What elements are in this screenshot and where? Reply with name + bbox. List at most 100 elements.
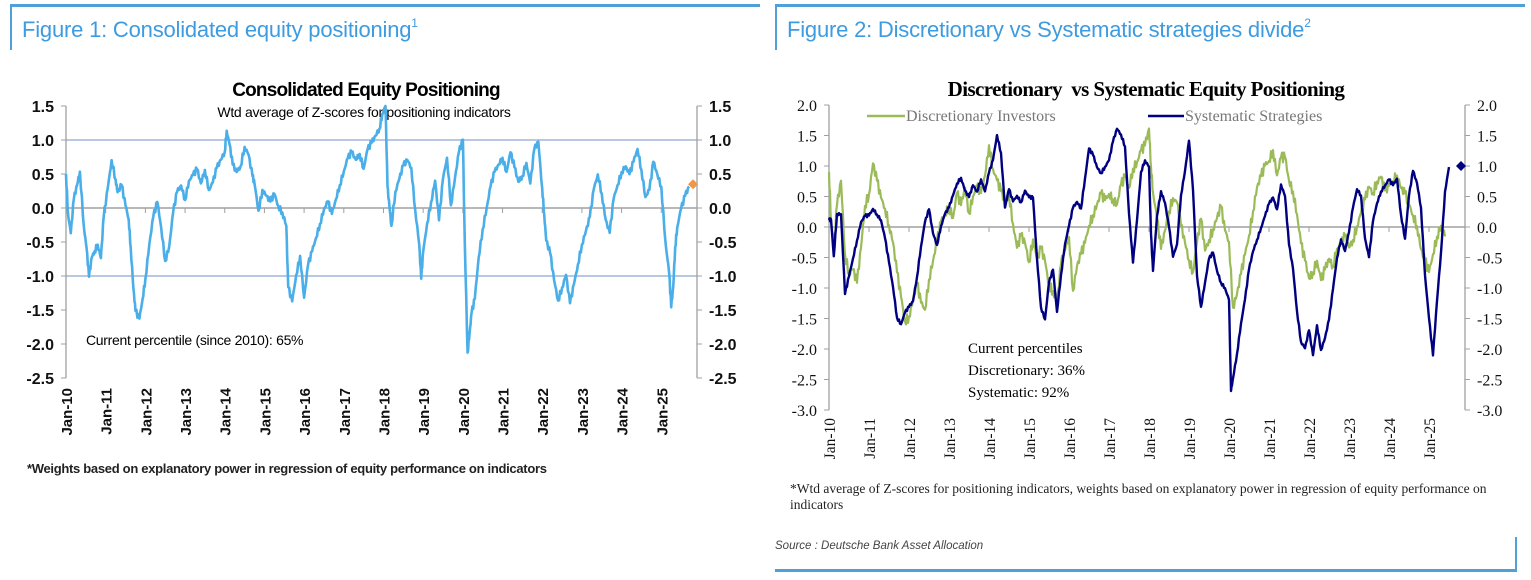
x-tick-label: Jan-25 [654,388,671,436]
annotation-line-2: Discretionary: 36% [968,363,1085,379]
figure-1-top-rule [10,4,760,7]
figure-1-panel: Figure 1: Consolidated equity positionin… [0,0,760,580]
y-tick-label-right: -0.5 [709,235,737,252]
chart-1-percentile-annotation: Current percentile (since 2010): 65% [86,332,303,348]
x-tick-label: Jan-16 [1062,418,1079,460]
source-note: Source : Deutsche Bank Asset Allocation [775,540,984,552]
y-tick-label-left: 2.0 [797,98,817,115]
annotation-line-1: Current percentiles [968,341,1083,357]
x-tick-label: Jan-21 [496,388,513,436]
y-tick-label-right: -1.5 [709,303,737,320]
figure-1-heading-text: Figure 1: Consolidated equity positionin… [22,17,412,42]
y-tick-label-left: 0.5 [32,167,54,184]
figure-2-bottom-rule [775,569,1517,572]
figure-1-footnote: *Weights based on explanatory power in r… [27,461,547,476]
chart-consolidated-positioning: Consolidated Equity Positioning Wtd aver… [26,80,737,436]
y-tick-label-left: -2.5 [792,373,817,390]
figure-2-footnote: *Wtd average of Z-scores for positioning… [790,481,1487,512]
figure-2-left-rule [775,4,777,50]
x-tick-label: Jan-14 [218,387,235,435]
annotation-line-3: Systematic: 92% [968,385,1069,401]
chart-2-title: Discretionary vs Systematic Equity Posit… [948,77,1346,101]
figure-1-heading: Figure 1: Consolidated equity positionin… [22,16,418,43]
x-tick-label: Jan-16 [297,388,314,436]
x-tick-label: Jan-15 [1022,418,1039,460]
y-tick-label-right: 0.5 [1477,190,1497,207]
legend-label-discretionary: Discretionary Investors [906,108,1056,125]
figure-2-top-rule [775,4,1525,7]
y-tick-label-right: -2.0 [709,337,737,354]
y-tick-label-right: -1.0 [709,269,737,286]
x-tick-label: Jan-14 [982,418,999,460]
x-tick-label: Jan-10 [59,388,76,436]
x-tick-label: Jan-15 [257,388,274,436]
chart-discretionary-vs-systematic: Discretionary vs Systematic Equity Posit… [792,77,1503,460]
x-tick-label: Jan-12 [138,388,155,436]
latest-value-marker [688,179,699,190]
figure-2-panel: Figure 2: Discretionary vs Systematic st… [770,0,1531,580]
series-line-systematic-strategies [827,127,1451,393]
y-tick-label-left: -2.0 [26,337,54,354]
chart-2-legend: Discretionary Investors Systematic Strat… [867,108,1322,125]
y-tick-label-right: -2.5 [709,371,737,388]
y-tick-label-right: 0.0 [1477,220,1497,237]
x-tick-label: Jan-17 [337,388,354,436]
y-tick-label-left: -1.5 [792,312,817,329]
x-tick-label: Jan-17 [1102,418,1119,460]
y-tick-label-right: -0.5 [1477,251,1502,268]
y-tick-label-right: -3.0 [1477,403,1502,420]
x-tick-label: Jan-13 [178,388,195,436]
y-tick-label-left: 0.0 [797,220,817,237]
y-tick-label-right: 1.0 [709,133,731,150]
y-tick-label-left: 1.0 [797,159,817,176]
x-tick-label: Jan-19 [416,388,433,436]
x-tick-label: Jan-24 [615,387,632,435]
figure-1-left-rule [10,4,12,50]
x-tick-label: Jan-20 [456,388,473,436]
y-tick-label-right: 1.5 [1477,129,1497,146]
x-tick-label: Jan-22 [1302,418,1319,459]
y-tick-label-right: -1.5 [1477,312,1502,329]
y-tick-label-left: -2.5 [26,371,54,388]
y-tick-label-left: -2.0 [792,342,817,359]
x-tick-label: Jan-25 [1422,418,1439,460]
y-tick-label-right: 1.0 [1477,159,1497,176]
x-tick-label: Jan-11 [99,388,116,435]
y-tick-label-left: 0.5 [797,190,817,207]
y-tick-label-left: -0.5 [26,235,54,252]
y-tick-label-left: -1.0 [26,269,54,286]
y-tick-label-right: -2.0 [1477,342,1502,359]
legend-label-systematic: Systematic Strategies [1185,108,1322,125]
figure-2-bottom-right-rule [1515,537,1517,572]
x-tick-label: Jan-10 [822,418,839,460]
x-tick-label: Jan-24 [1382,418,1399,460]
latest-value-marker [1456,161,1466,171]
x-tick-label: Jan-23 [575,388,592,436]
y-tick-label-left: -0.5 [792,251,817,268]
x-tick-label: Jan-13 [942,418,959,460]
x-tick-label: Jan-11 [862,418,879,459]
y-tick-label-left: 0.0 [32,201,54,218]
y-tick-label-right: -1.0 [1477,281,1502,298]
y-tick-label-left: 1.5 [797,129,817,146]
x-tick-label: Jan-21 [1262,418,1279,459]
series-line-consolidated-positioning [64,104,691,354]
y-tick-label-left: -1.0 [792,281,817,298]
y-tick-label-right: 0.5 [709,167,731,184]
x-tick-label: Jan-20 [1222,418,1239,460]
chart-2-percentile-annotation: Current percentiles Discretionary: 36% S… [968,341,1085,401]
figure-2-footnote-marker: 2 [1304,16,1311,30]
x-tick-label: Jan-19 [1182,418,1199,460]
figure-2-heading: Figure 2: Discretionary vs Systematic st… [787,16,1311,43]
chart-1-title: Consolidated Equity Positioning [232,80,500,101]
figure-2-heading-text: Figure 2: Discretionary vs Systematic st… [787,17,1305,42]
y-tick-label-left: 1.5 [32,99,54,116]
y-tick-label-left: -3.0 [792,403,817,420]
y-tick-label-right: -2.5 [1477,373,1502,390]
y-tick-label-right: 0.0 [709,201,731,218]
x-tick-label: Jan-22 [535,388,552,436]
x-tick-label: Jan-18 [1142,418,1159,460]
y-tick-label-left: 1.0 [32,133,54,150]
chart-1-subtitle: Wtd average of Z-scores for positioning … [217,104,510,120]
y-tick-label-right: 1.5 [709,99,731,116]
